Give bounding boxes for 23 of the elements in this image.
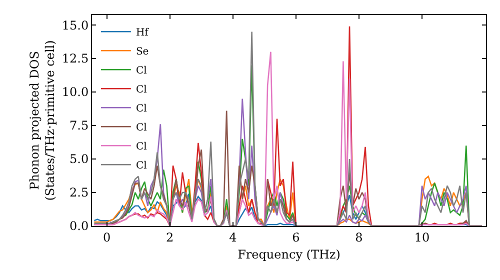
x-tick-label: 0 — [102, 230, 111, 244]
legend-label: Cl — [136, 160, 147, 172]
legend-label: Cl — [136, 66, 147, 77]
x-tick-label: 6 — [292, 230, 300, 244]
x-tick-label: 8 — [355, 230, 363, 244]
legend-label: Hf — [136, 28, 150, 39]
y-tick-label: 7.5 — [70, 118, 89, 133]
y-axis-title: Phonon projected DOS (States/THz·primitive cell) — [28, 40, 58, 201]
x-tick-label: 4 — [229, 230, 238, 244]
legend-label: Se — [136, 46, 149, 58]
legend-label: Cl — [136, 84, 147, 96]
legend-label: Cl — [136, 104, 147, 115]
x-axis-title: Frequency (THz) — [238, 247, 340, 262]
y-tick-label: 0.0 — [70, 219, 89, 234]
y-tick-label: 12.5 — [62, 52, 89, 66]
x-tick-label: 10 — [414, 230, 430, 244]
y-tick-label: 15.0 — [62, 18, 89, 32]
x-tick-label: 2 — [166, 230, 174, 244]
legend-label: Cl — [136, 142, 147, 153]
legend-label: Cl — [136, 122, 147, 134]
y-tick-label: 5.0 — [70, 152, 89, 166]
y-tick-label: 10.0 — [62, 85, 89, 100]
y-tick-label: 2.5 — [70, 186, 89, 200]
